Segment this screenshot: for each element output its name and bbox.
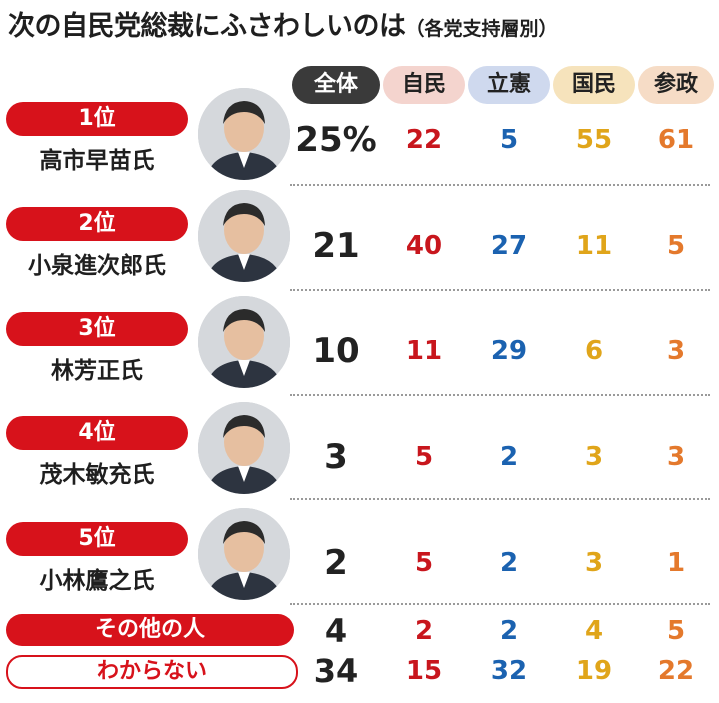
column-header-jimin: 自民 <box>383 66 465 104</box>
row-divider <box>290 394 710 396</box>
row-divider <box>290 184 710 186</box>
value-cell-sansei: 3 <box>666 336 686 366</box>
column-header-sansei: 参政 <box>638 66 714 104</box>
candidate-photo-5 <box>198 508 290 600</box>
value-cell-sansei: 5 <box>666 231 686 261</box>
value-cell-all: 25% <box>295 120 377 160</box>
value-cell-all: 10 <box>312 331 360 371</box>
value-cell-rikken: 32 <box>490 656 528 686</box>
value-cell-jimin: 40 <box>405 231 443 261</box>
value-cell-rikken: 2 <box>499 548 519 578</box>
candidate-name-5: 小林鷹之氏 <box>39 568 155 594</box>
rank-badge-4: 4位 <box>6 416 188 450</box>
value-cell-kokumin: 19 <box>575 656 613 686</box>
candidate-name-2: 小泉進次郎氏 <box>28 253 166 279</box>
value-cell-rikken: 29 <box>490 336 528 366</box>
rank-badge-3: 3位 <box>6 312 188 346</box>
value-cell-all: 2 <box>324 543 348 583</box>
value-cell-sansei: 22 <box>657 656 695 686</box>
value-cell-jimin: 2 <box>414 616 434 646</box>
portrait-silhouette-icon <box>198 508 290 600</box>
value-cell-jimin: 15 <box>405 656 443 686</box>
value-cell-kokumin: 6 <box>584 336 604 366</box>
portrait-silhouette-icon <box>198 190 290 282</box>
column-header-kokumin: 国民 <box>553 66 635 104</box>
value-cell-kokumin: 3 <box>584 442 604 472</box>
value-cell-sansei: 1 <box>666 548 686 578</box>
candidate-photo-1 <box>198 88 290 180</box>
value-cell-jimin: 11 <box>405 336 443 366</box>
value-cell-all: 3 <box>324 437 348 477</box>
rank-badge-5: 5位 <box>6 522 188 556</box>
chart-subtitle: （各党支持層別） <box>405 18 558 40</box>
value-cell-rikken: 2 <box>499 442 519 472</box>
value-cell-jimin: 22 <box>405 125 443 155</box>
candidate-name-4: 茂木敏充氏 <box>39 462 155 488</box>
candidate-photo-3 <box>198 296 290 388</box>
column-header-all: 全体 <box>292 66 380 104</box>
other-candidates-label: その他の人 <box>6 614 294 646</box>
candidate-name-3: 林芳正氏 <box>51 358 143 384</box>
value-cell-all: 4 <box>324 612 348 650</box>
value-cell-kokumin: 11 <box>575 231 613 261</box>
portrait-silhouette-icon <box>198 88 290 180</box>
candidate-name-1: 高市早苗氏 <box>39 148 155 174</box>
value-cell-kokumin: 3 <box>584 548 604 578</box>
value-cell-rikken: 5 <box>499 125 519 155</box>
rank-badge-2: 2位 <box>6 207 188 241</box>
column-header-rikken: 立憲 <box>468 66 550 104</box>
value-cell-rikken: 2 <box>499 616 519 646</box>
row-divider <box>290 289 710 291</box>
value-cell-sansei: 5 <box>666 616 686 646</box>
value-cell-all: 21 <box>312 226 360 266</box>
candidate-photo-2 <box>198 190 290 282</box>
row-divider <box>290 603 710 605</box>
candidate-photo-4 <box>198 402 290 494</box>
chart-title: 次の自民党総裁にふさわしいのは <box>8 11 406 42</box>
chart-title-block: 次の自民党総裁にふさわしいのは（各党支持層別） <box>8 6 558 48</box>
value-cell-sansei: 61 <box>657 125 695 155</box>
rank-badge-1: 1位 <box>6 102 188 136</box>
value-cell-kokumin: 55 <box>575 125 613 155</box>
portrait-silhouette-icon <box>198 296 290 388</box>
value-cell-rikken: 27 <box>490 231 528 261</box>
unknown-label: わからない <box>6 655 298 689</box>
value-cell-jimin: 5 <box>414 442 434 472</box>
row-divider <box>290 498 710 500</box>
value-cell-all: 34 <box>313 652 359 690</box>
portrait-silhouette-icon <box>198 402 290 494</box>
value-cell-sansei: 3 <box>666 442 686 472</box>
value-cell-jimin: 5 <box>414 548 434 578</box>
value-cell-kokumin: 4 <box>584 616 604 646</box>
